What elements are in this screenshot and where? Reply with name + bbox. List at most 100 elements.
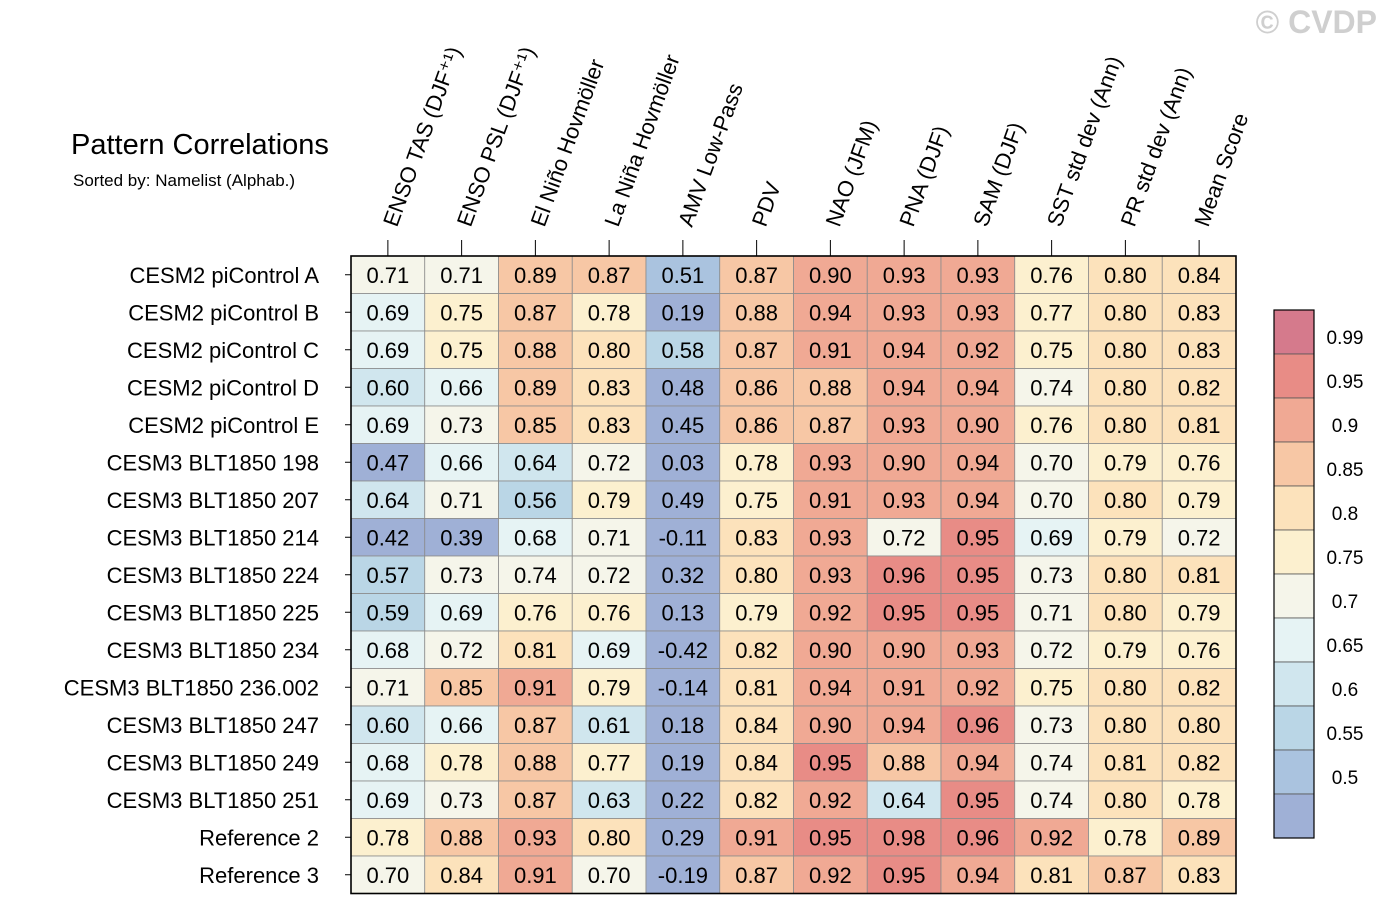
cell-value: 0.94 [956, 450, 999, 475]
heatmap-cell [793, 330, 868, 369]
cell-value: 0.95 [956, 525, 999, 550]
heatmap-cell [424, 405, 499, 444]
column-label: NAO (JFM) [821, 117, 883, 230]
heatmap-cell [1014, 518, 1089, 557]
cell-value: 0.69 [366, 788, 409, 813]
cell-value: 0.88 [883, 750, 926, 775]
cell-value: -0.11 [659, 525, 708, 550]
heatmap-cell [498, 330, 573, 369]
cell-value: 0.96 [883, 563, 926, 588]
cell-value: 0.89 [514, 375, 557, 400]
cell-value: 0.79 [1178, 488, 1221, 513]
colorbar-segment [1273, 485, 1315, 531]
cell-value: 0.91 [883, 675, 926, 700]
heatmap-cell [1161, 518, 1237, 557]
colorbar-label: 0.95 [1327, 372, 1364, 393]
row-label: CESM3 BLT1850 198 [107, 450, 319, 475]
cell-value: 0.93 [883, 488, 926, 513]
heatmap-cell [793, 518, 868, 557]
heatmap-cell [793, 443, 868, 482]
cell-value: 0.73 [1030, 713, 1073, 738]
heatmap-cell [350, 443, 426, 482]
heatmap-cell [793, 405, 868, 444]
heatmap-cell [866, 255, 942, 294]
heatmap-cell [571, 705, 647, 744]
cell-value: 0.88 [440, 825, 483, 850]
cell-value: 0.80 [1104, 563, 1147, 588]
heatmap-cell [1161, 443, 1237, 482]
heatmap-cell [645, 330, 721, 369]
cell-value: 0.78 [1104, 825, 1147, 850]
cell-value: 0.93 [956, 263, 999, 288]
heatmap-cell [498, 818, 573, 857]
cell-value: 0.81 [1104, 750, 1147, 775]
cell-value: 0.90 [809, 638, 852, 663]
cell-value: 0.45 [661, 413, 704, 438]
heatmap-cell [498, 368, 573, 407]
heatmap-cell [793, 630, 868, 669]
heatmap-cell [645, 518, 721, 557]
colorbar-label: 0.65 [1327, 636, 1364, 657]
column-label: ENSO PSL (DJF⁺¹) [452, 43, 540, 229]
cell-value: 0.76 [1030, 413, 1073, 438]
row-label: CESM3 BLT1850 247 [107, 713, 319, 738]
heatmap-cell [424, 555, 499, 594]
heatmap-cell [645, 593, 721, 632]
heatmap-cell [424, 855, 499, 894]
heatmap-cell [350, 368, 426, 407]
heatmap-cell [571, 855, 647, 894]
cell-value: 0.81 [735, 675, 778, 700]
cell-value: 0.87 [809, 413, 852, 438]
cell-value: 0.73 [440, 788, 483, 813]
cell-value: 0.69 [366, 300, 409, 325]
cell-value: 0.94 [883, 375, 926, 400]
heatmap-cell [866, 818, 942, 857]
cell-value: 0.79 [1104, 450, 1147, 475]
cell-value: 0.87 [735, 863, 778, 888]
cell-value: 0.29 [661, 825, 704, 850]
row-label: CESM3 BLT1850 251 [107, 788, 319, 813]
cell-value: 0.87 [514, 788, 557, 813]
cell-value: 0.79 [1104, 525, 1147, 550]
cell-value: 0.76 [1030, 263, 1073, 288]
heatmap-cell [1014, 480, 1089, 519]
cell-value: 0.91 [735, 825, 778, 850]
heatmap-cell [424, 705, 499, 744]
cell-value: 0.39 [440, 525, 483, 550]
cell-value: 0.81 [1030, 863, 1073, 888]
heatmap-cell [498, 630, 573, 669]
cell-value: 0.76 [514, 600, 557, 625]
cell-value: 0.90 [809, 263, 852, 288]
cell-value: 0.80 [1104, 413, 1147, 438]
cell-value: 0.80 [1104, 488, 1147, 513]
heatmap-cell [571, 443, 647, 482]
cell-value: 0.95 [956, 600, 999, 625]
cell-value: 0.92 [809, 863, 852, 888]
cell-value: 0.93 [883, 300, 926, 325]
cell-value: 0.81 [1178, 413, 1221, 438]
cell-value: 0.87 [1104, 863, 1147, 888]
row-label: CESM2 piControl D [127, 375, 319, 400]
heatmap-cell [645, 705, 721, 744]
cell-value: 0.92 [1030, 825, 1073, 850]
heatmap-cell [571, 368, 647, 407]
heatmap-cell [571, 555, 647, 594]
heatmap-cell [793, 593, 868, 632]
cell-value: 0.83 [588, 375, 631, 400]
row-label: CESM2 piControl A [129, 263, 319, 288]
heatmap-cell [571, 743, 647, 782]
cell-value: 0.90 [883, 638, 926, 663]
colorbar-label: 0.5 [1332, 768, 1358, 789]
cell-value: -0.14 [658, 675, 708, 700]
heatmap-cell [1088, 705, 1163, 744]
heatmap-cell [350, 855, 426, 894]
cell-value: 0.80 [588, 338, 631, 363]
heatmap-cell [498, 555, 573, 594]
cell-value: 0.19 [661, 300, 704, 325]
cell-value: 0.88 [514, 750, 557, 775]
heatmap-cell [866, 630, 942, 669]
cell-value: 0.56 [514, 488, 557, 513]
heatmap-cell [1161, 705, 1237, 744]
cell-value: 0.80 [1104, 788, 1147, 813]
heatmap-cell [498, 518, 573, 557]
